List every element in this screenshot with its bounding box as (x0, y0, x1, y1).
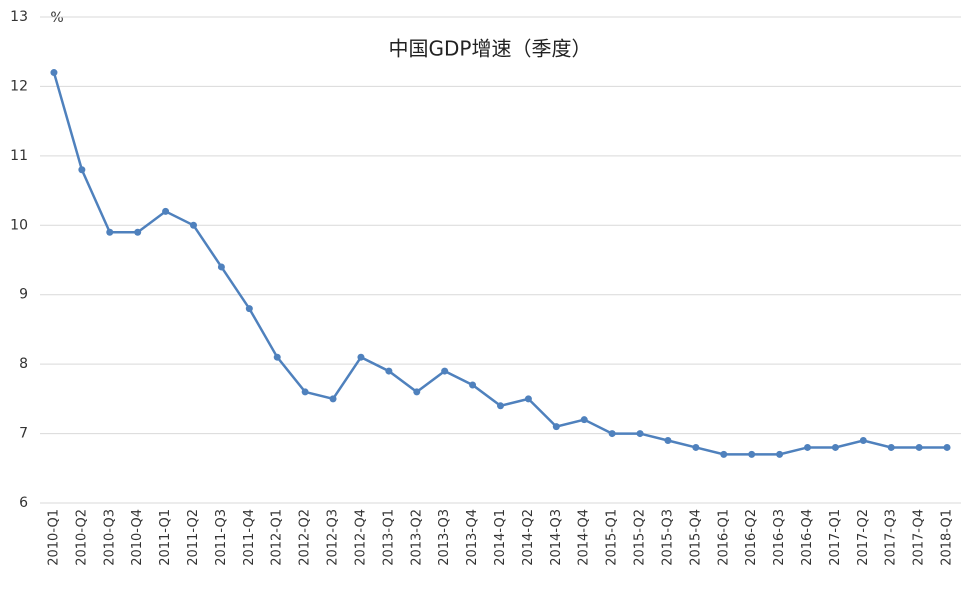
x-tick-label: 2015-Q4 (688, 509, 703, 566)
data-point (217, 263, 225, 271)
data-point (329, 395, 337, 403)
data-point (441, 367, 449, 375)
data-point (273, 353, 281, 361)
x-tick-label: 2017-Q4 (912, 509, 927, 566)
data-point (915, 443, 923, 451)
y-tick-label: 8 (19, 356, 28, 372)
x-tick-label: 2011-Q3 (214, 509, 229, 566)
y-unit: % (50, 10, 63, 26)
x-tick-label: 2013-Q3 (437, 509, 452, 566)
x-tick-label: 2015-Q1 (605, 509, 620, 566)
data-point (943, 443, 951, 451)
x-tick-label: 2016-Q3 (772, 509, 787, 566)
data-point (552, 423, 560, 431)
x-tick-label: 2018-Q1 (940, 509, 955, 566)
data-point (636, 430, 644, 438)
data-point (524, 395, 532, 403)
y-tick-label: 10 (10, 217, 28, 233)
x-tick-label: 2014-Q2 (521, 509, 536, 566)
data-point (413, 388, 421, 396)
y-tick-label: 6 (19, 495, 28, 511)
data-point (831, 443, 839, 451)
data-point (887, 443, 895, 451)
data-point (245, 305, 253, 313)
x-tick-label: 2012-Q1 (270, 509, 285, 566)
x-tick-label: 2010-Q4 (130, 509, 145, 566)
x-tick-label: 2012-Q4 (353, 509, 368, 566)
y-tick-label: 13 (10, 9, 28, 25)
data-point (580, 416, 588, 424)
x-tick-label: 2012-Q3 (326, 509, 341, 566)
x-tick-label: 2016-Q2 (744, 509, 759, 566)
chart-title: 中国GDP增速（季度） (389, 37, 592, 61)
x-tick-label: 2017-Q2 (856, 509, 871, 566)
y-tick-label: 11 (10, 148, 28, 164)
data-point (134, 228, 142, 236)
data-point (50, 69, 58, 77)
x-tick-label: 2013-Q1 (381, 509, 396, 566)
y-tick-label: 7 (19, 426, 28, 442)
data-point (776, 450, 784, 458)
y-tick-label: 12 (10, 78, 28, 94)
x-tick-label: 2017-Q1 (828, 509, 843, 566)
data-point (469, 381, 477, 389)
x-tick-label: 2016-Q1 (716, 509, 731, 566)
x-tick-label: 2015-Q3 (660, 509, 675, 566)
x-tick-label: 2014-Q1 (493, 509, 508, 566)
data-point (162, 207, 170, 215)
x-tick-label: 2013-Q2 (409, 509, 424, 566)
x-tick-label: 2013-Q4 (465, 509, 480, 566)
x-tick-label: 2010-Q2 (74, 509, 89, 566)
data-point (190, 221, 197, 229)
data-point (664, 437, 672, 445)
x-tick-label: 2017-Q3 (884, 509, 899, 566)
x-tick-label: 2012-Q2 (298, 509, 313, 566)
x-tick-label: 2016-Q4 (800, 509, 815, 566)
y-tick-label: 9 (19, 287, 28, 303)
data-point (357, 353, 365, 361)
x-tick-label: 2010-Q3 (102, 509, 117, 566)
data-point (804, 443, 811, 451)
data-point (106, 228, 114, 236)
data-point (859, 437, 867, 445)
data-point (78, 166, 86, 174)
data-point (301, 388, 309, 396)
data-point (608, 430, 616, 438)
x-tick-label: 2014-Q3 (549, 509, 564, 566)
data-point (720, 450, 728, 458)
x-tick-label: 2011-Q1 (158, 509, 173, 566)
data-point (497, 402, 504, 410)
x-tick-label: 2014-Q4 (577, 509, 592, 566)
x-tick-label: 2010-Q1 (46, 509, 61, 566)
data-point (385, 367, 393, 375)
x-tick-label: 2011-Q4 (242, 509, 257, 566)
data-point (748, 450, 756, 458)
x-tick-label: 2015-Q2 (633, 509, 648, 566)
data-point (692, 443, 700, 451)
x-tick-label: 2011-Q2 (186, 509, 201, 566)
